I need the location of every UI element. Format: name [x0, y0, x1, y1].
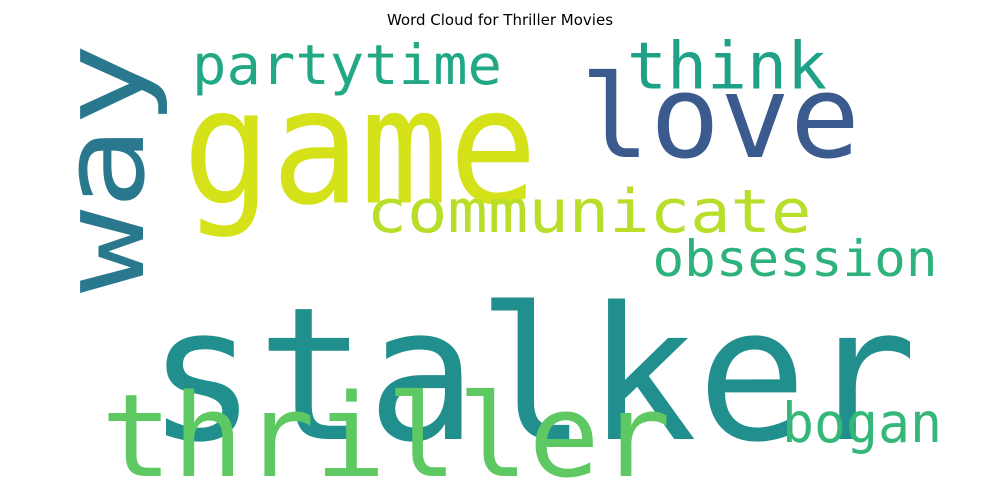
word-obsession: obsession — [653, 230, 938, 288]
word-communicate: communicate — [367, 177, 812, 247]
chart-title: Word Cloud for Thriller Movies — [386, 11, 614, 29]
word-thriller: thriller — [101, 370, 671, 500]
word-game: game — [183, 54, 538, 241]
word-partytime: partytime — [192, 33, 502, 97]
word-way: way — [37, 43, 171, 293]
word-bogan: bogan — [782, 391, 942, 455]
word-love: love — [580, 51, 860, 185]
word-stalker: stalker — [147, 267, 917, 483]
word-think: think — [627, 30, 827, 105]
